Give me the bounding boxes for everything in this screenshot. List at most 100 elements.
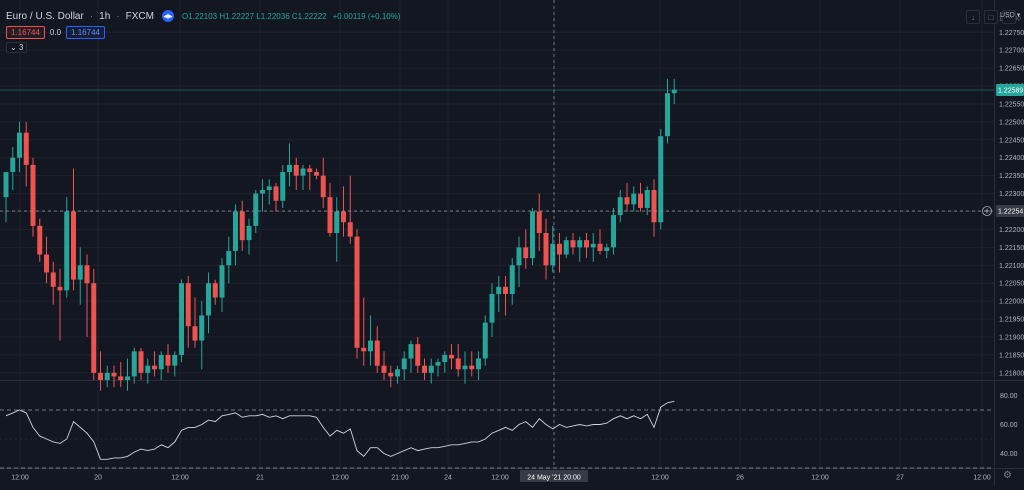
candle[interactable] [428,365,434,373]
candle[interactable] [516,247,522,266]
candle[interactable] [125,376,130,380]
candle[interactable] [469,365,475,370]
candle[interactable] [449,354,454,359]
gear-icon[interactable]: ⚙ [1003,470,1012,481]
candle[interactable] [550,243,556,266]
candle[interactable] [388,372,394,377]
candle[interactable] [354,236,360,348]
indicators-toggle-button[interactable]: ⌄ 3 [6,42,28,53]
candle[interactable] [496,286,502,294]
candle[interactable] [435,362,441,366]
candle[interactable] [246,225,252,241]
candle[interactable] [523,247,529,259]
candle[interactable] [226,250,232,266]
interval-label[interactable]: 1h [99,10,111,22]
candle[interactable] [530,211,535,259]
candle[interactable] [347,222,353,237]
candle[interactable] [273,186,279,201]
candle[interactable] [185,283,191,327]
candle[interactable] [98,372,103,380]
candle[interactable] [233,211,238,251]
candle[interactable] [64,211,70,291]
candle[interactable] [651,190,657,223]
candle[interactable] [381,365,387,373]
candle[interactable] [543,233,549,266]
candle[interactable] [597,243,603,251]
candle[interactable] [415,344,421,366]
candle[interactable] [206,283,211,316]
candle[interactable] [368,340,373,352]
candle[interactable] [199,315,205,341]
candle[interactable] [30,164,36,226]
candle[interactable] [212,283,218,298]
candle[interactable] [361,347,367,352]
candle[interactable] [280,172,286,201]
candle[interactable] [158,354,164,370]
candle[interactable] [219,265,225,298]
sell-button[interactable]: 1.16744 [6,26,45,39]
candle[interactable] [395,369,400,377]
candle[interactable] [287,164,292,173]
candle[interactable] [118,376,124,380]
candle[interactable] [152,365,157,370]
candle[interactable] [111,372,117,377]
candle[interactable] [590,243,596,248]
candle[interactable] [172,354,178,366]
candle[interactable] [442,354,448,363]
candle[interactable] [91,283,97,373]
maximize-icon[interactable]: □ [984,10,998,24]
candle[interactable] [260,190,265,194]
candle[interactable] [131,351,137,377]
candle[interactable] [563,240,569,255]
candle[interactable] [179,283,184,355]
candle[interactable] [631,193,637,205]
candle[interactable] [341,211,346,223]
candle[interactable] [44,254,49,273]
candle[interactable] [658,136,664,223]
candle[interactable] [611,215,616,248]
candle[interactable] [77,265,83,280]
candle[interactable] [23,132,29,165]
candle[interactable] [617,197,623,216]
candle[interactable] [334,211,340,234]
candle[interactable] [266,186,272,190]
candle[interactable] [401,358,407,370]
candle[interactable] [644,190,650,208]
candle[interactable] [145,365,151,373]
candle[interactable] [104,372,110,380]
candle[interactable] [570,240,576,248]
candle[interactable] [138,351,144,373]
candle[interactable] [408,344,414,359]
candle[interactable] [307,168,313,173]
candle[interactable] [84,265,90,284]
candle[interactable] [253,193,259,226]
candle[interactable] [71,211,76,280]
candle[interactable] [476,358,481,370]
candle[interactable] [327,197,333,234]
candle[interactable] [57,286,63,291]
add-alert-icon[interactable] [982,206,992,216]
candle[interactable] [3,172,9,198]
market-status-icon[interactable]: ◀▶ [161,10,174,22]
candle[interactable] [239,211,245,241]
candle[interactable] [17,132,22,158]
candle[interactable] [37,225,43,255]
candle[interactable] [584,240,589,248]
candle[interactable] [557,243,562,255]
candle[interactable] [293,164,299,176]
candle[interactable] [536,211,542,234]
candle[interactable] [314,172,319,176]
candle[interactable] [503,286,508,294]
candle[interactable] [577,240,583,248]
candle[interactable] [50,272,56,287]
candle[interactable] [10,157,16,173]
candle[interactable] [462,365,468,370]
candle[interactable] [604,247,610,251]
arrow-down-icon[interactable]: ↓ [966,10,980,24]
candle[interactable] [638,193,643,208]
candle[interactable] [192,326,198,341]
settings-small-icon[interactable]: ⋯ [1002,10,1016,24]
symbol-name[interactable]: Euro / U.S. Dollar [6,10,84,22]
candle[interactable] [300,168,306,176]
